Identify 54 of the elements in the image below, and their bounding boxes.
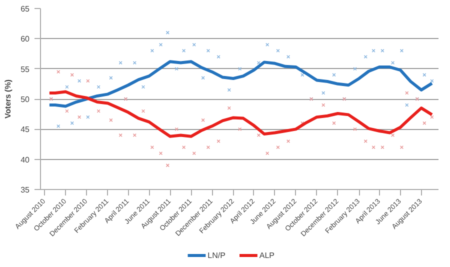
- point: [174, 127, 178, 131]
- point: [56, 70, 60, 74]
- point: [390, 133, 395, 138]
- point: [238, 127, 242, 131]
- point: [86, 115, 90, 119]
- point: [96, 85, 100, 89]
- point: [256, 60, 261, 65]
- point: [206, 48, 210, 53]
- point: [150, 48, 154, 53]
- point: [300, 73, 304, 77]
- y-tick-label: 65: [20, 4, 30, 14]
- point: [158, 42, 163, 47]
- point: [286, 54, 290, 59]
- line-series: [48, 90, 434, 138]
- point: [182, 145, 186, 150]
- y-tick-label: 45: [20, 125, 30, 134]
- point: [150, 145, 154, 150]
- point: [132, 60, 136, 65]
- y-tick-label: 55: [20, 64, 30, 74]
- point: [182, 48, 186, 53]
- point: [286, 139, 290, 144]
- point: [400, 48, 404, 53]
- point: [400, 145, 404, 150]
- point: [192, 42, 196, 47]
- y-axis-title: Voters (%): [4, 79, 13, 118]
- point: [422, 73, 426, 77]
- point: [422, 121, 426, 125]
- point: [266, 151, 270, 156]
- point: [56, 124, 60, 128]
- legend-label: ALP: [259, 251, 275, 260]
- point: [266, 42, 270, 47]
- point: [65, 109, 69, 113]
- point: [86, 79, 90, 83]
- point: [256, 133, 261, 138]
- y-tick-label: 60: [20, 34, 30, 44]
- point: [201, 76, 205, 80]
- point: [206, 145, 210, 150]
- y-tick-label: 50: [20, 95, 30, 104]
- point: [166, 164, 170, 168]
- point: [132, 133, 136, 138]
- y-tick-label: 40: [20, 155, 30, 164]
- point: [70, 73, 74, 77]
- point: [158, 151, 163, 156]
- point: [70, 121, 74, 125]
- y-tick-label: 35: [20, 186, 30, 194]
- line-series: [48, 60, 434, 108]
- point: [238, 67, 242, 71]
- point: [430, 115, 434, 119]
- point: [65, 85, 69, 89]
- legend-label: LN/P: [208, 251, 226, 260]
- point: [166, 30, 170, 34]
- point: [96, 109, 100, 113]
- point: [390, 60, 395, 65]
- point: [201, 118, 205, 122]
